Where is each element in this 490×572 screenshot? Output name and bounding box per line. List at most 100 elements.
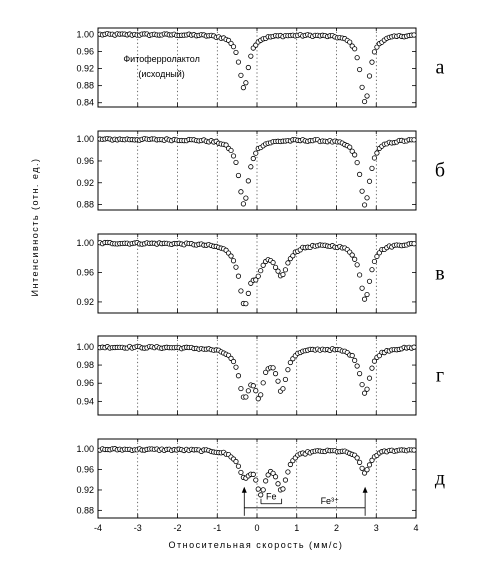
data-point	[233, 458, 239, 465]
arrow-head	[362, 486, 368, 493]
data-point	[235, 172, 242, 179]
y-tick-label: 0.92	[76, 297, 94, 307]
data-point	[359, 285, 365, 291]
data-point	[369, 165, 375, 171]
data-point	[364, 386, 370, 392]
panel-4: 1.00 0.98 0.96 0.94 г	[76, 335, 444, 416]
y-tick-label: 0.96	[76, 378, 94, 388]
data-point	[352, 357, 358, 363]
data-point	[272, 371, 279, 377]
data-point	[349, 252, 355, 258]
y-tick-label: 0.88	[76, 81, 94, 91]
data-point	[238, 72, 244, 78]
data-point	[230, 358, 237, 365]
data-point	[250, 383, 256, 389]
data-point	[235, 59, 242, 65]
data-point	[411, 32, 417, 38]
data-point	[371, 258, 378, 265]
data-point	[285, 367, 291, 373]
data-point	[374, 253, 380, 260]
data-point	[357, 459, 363, 465]
data-point	[369, 365, 375, 371]
bracket-annotation: Fe	[260, 492, 283, 505]
data-point	[240, 201, 247, 207]
y-tick-label: 0.96	[76, 46, 94, 56]
data-point	[258, 492, 264, 498]
y-tick-label: 0.92	[76, 64, 94, 74]
data-point	[265, 472, 271, 478]
data-point	[260, 380, 266, 386]
data-point	[228, 147, 234, 154]
data-point	[245, 64, 251, 71]
data-point	[282, 267, 289, 273]
data-point	[248, 164, 254, 170]
data-point	[282, 376, 289, 383]
y-tick-label: 1.00	[76, 29, 94, 39]
data-point	[240, 85, 247, 91]
data-point	[230, 258, 237, 264]
data-point	[230, 44, 237, 50]
data-point	[243, 195, 249, 201]
data-point	[245, 388, 251, 394]
data-point	[352, 256, 358, 262]
data-point	[238, 288, 244, 294]
data-point	[243, 80, 249, 86]
panels: 1.00 0.96 0.92 0.88 0.84 а Фитоферролактол (исх…	[76, 27, 445, 533]
data-point	[361, 296, 368, 302]
panel-1: 1.00 0.96 0.92 0.88 0.84 а Фитоферролактол (исх…	[76, 27, 445, 108]
y-tick-label: 0.96	[76, 156, 94, 166]
data-point	[270, 259, 276, 266]
panel-label: б	[435, 160, 445, 182]
data-point	[366, 278, 373, 284]
y-tick-label: 1.00	[76, 238, 94, 248]
data-point	[285, 260, 291, 266]
data-point	[371, 358, 378, 364]
data-point	[374, 150, 380, 156]
data-point	[354, 363, 360, 369]
data-point	[253, 150, 259, 156]
data-point	[263, 478, 269, 484]
data-point	[366, 462, 373, 468]
data-point	[243, 394, 249, 400]
data-point	[364, 291, 370, 298]
data-point	[359, 465, 365, 471]
data-point	[245, 178, 251, 184]
data-point	[287, 461, 293, 468]
data-point	[411, 447, 417, 453]
data-point	[366, 73, 373, 79]
data-point	[270, 470, 276, 476]
data-point	[248, 53, 254, 59]
data-point	[364, 93, 370, 99]
x-tick-label: 4	[413, 523, 418, 533]
panel-3: 1.00 0.96 0.92 в	[76, 233, 445, 314]
y-axis-label: Интенсивность (отн. ед.)	[30, 158, 40, 297]
data-point	[235, 373, 242, 379]
data-point	[253, 277, 259, 283]
data-point	[366, 375, 373, 381]
data-point	[253, 477, 259, 483]
data-point	[245, 290, 251, 296]
y-tick-label: 0.96	[76, 465, 94, 475]
data-point	[280, 271, 286, 278]
data-point	[233, 264, 239, 270]
panel-label: а	[436, 57, 445, 79]
y-tick-label: 1.00	[76, 134, 94, 144]
data-point	[275, 378, 281, 384]
y-tick-label: 0.84	[76, 98, 94, 108]
data-point	[357, 171, 363, 177]
data-point	[272, 264, 279, 270]
x-tick-label: 3	[374, 523, 379, 533]
data-point	[376, 353, 382, 359]
y-tick-label: 0.98	[76, 360, 94, 370]
data-point	[290, 253, 296, 259]
data-point	[258, 392, 264, 398]
y-tick-label: 1.00	[76, 342, 94, 352]
data-point	[347, 39, 353, 45]
y-tick-label: 0.88	[76, 200, 94, 210]
data-point	[253, 388, 259, 394]
x-tick-label: 1	[294, 523, 299, 533]
data-point	[347, 144, 353, 150]
data-point	[260, 487, 266, 493]
data-point	[258, 268, 264, 274]
